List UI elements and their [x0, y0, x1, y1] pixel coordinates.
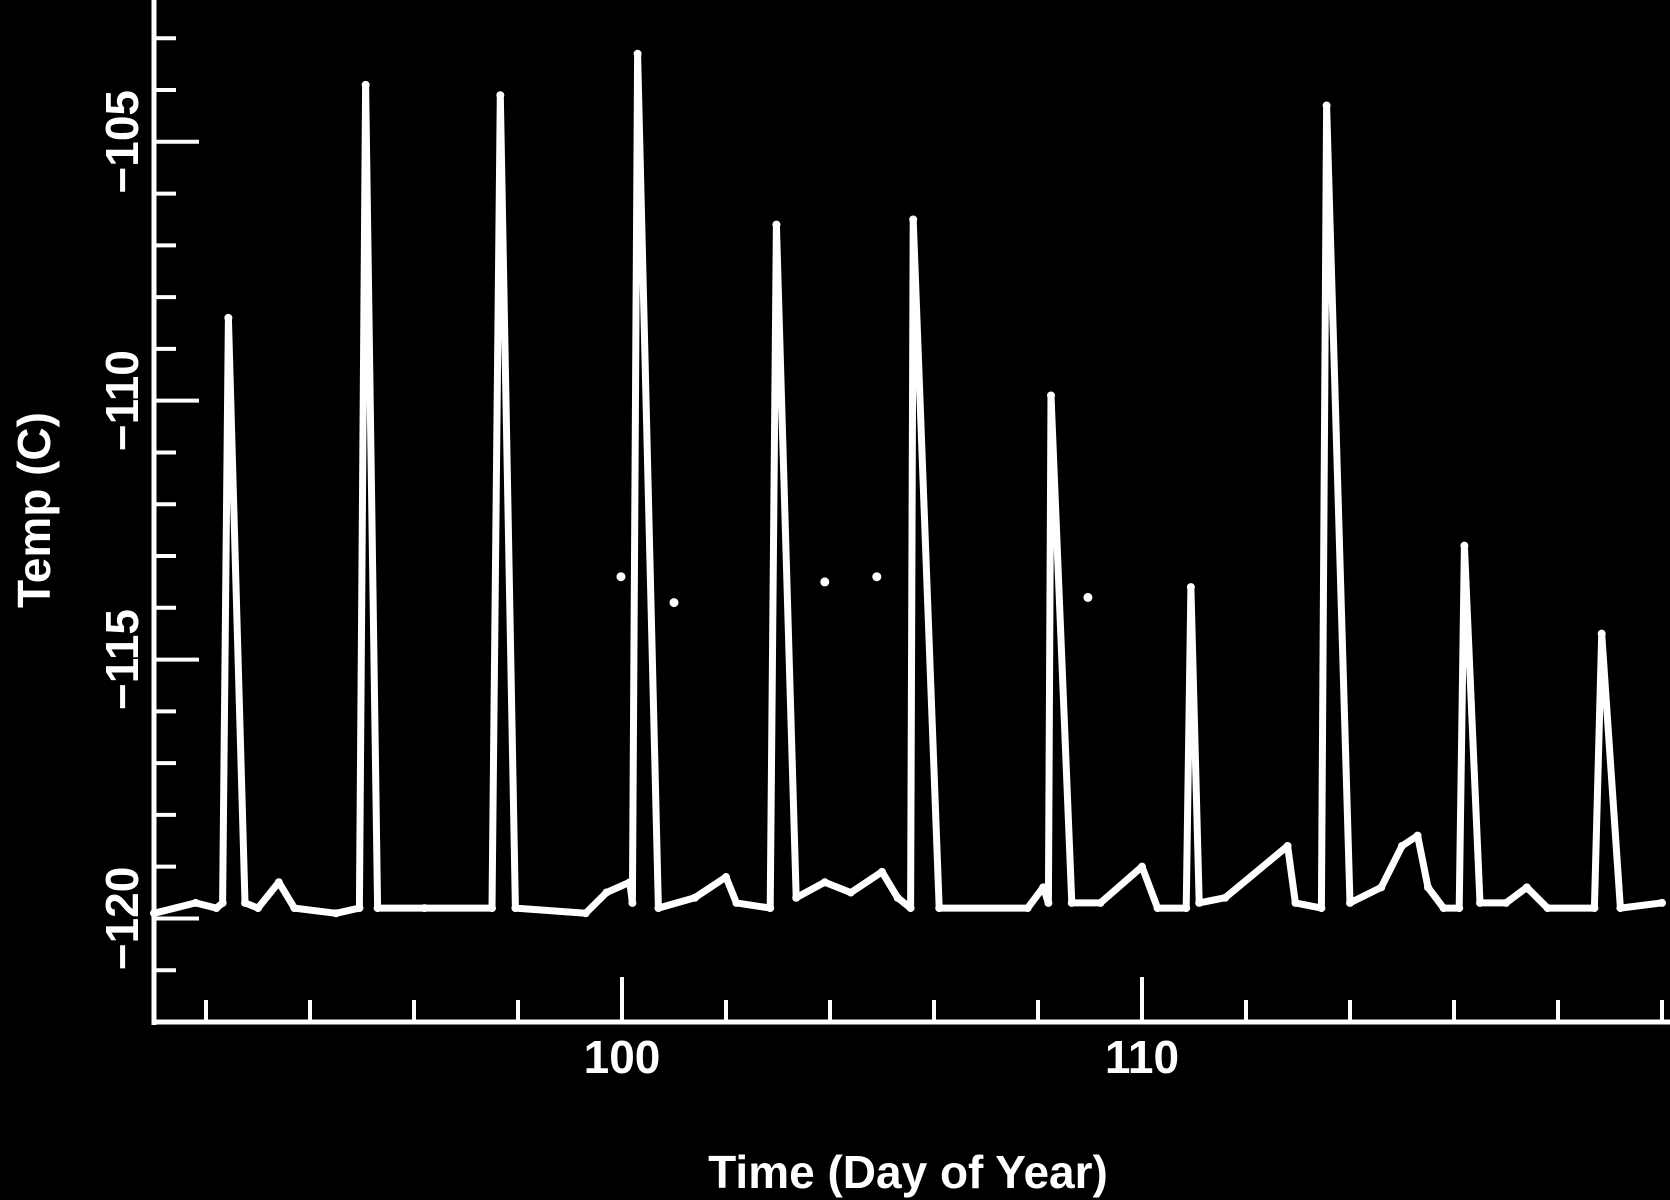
- data-point: [1153, 904, 1162, 913]
- data-point: [893, 893, 902, 902]
- data-point: [792, 893, 801, 902]
- data-point: [212, 904, 221, 913]
- x-axis-label: Time (Day of Year): [708, 1146, 1108, 1198]
- data-point: [290, 904, 299, 913]
- data-point: [332, 909, 340, 918]
- data-point: [1658, 898, 1666, 907]
- data-point: [1522, 883, 1531, 892]
- data-point: [1398, 841, 1406, 850]
- temperature-series-line: [150, 50, 1666, 917]
- data-point: [1047, 391, 1055, 400]
- data-point: [766, 904, 775, 913]
- data-point: [1023, 904, 1032, 913]
- data-point: [1476, 898, 1484, 907]
- data-point: [488, 904, 496, 913]
- data-point: [690, 893, 699, 902]
- data-point: [1221, 893, 1230, 902]
- data-point: [1317, 904, 1326, 913]
- data-point: [625, 878, 634, 887]
- data-point: [241, 898, 249, 907]
- data-point: [628, 898, 637, 907]
- data-point: [1096, 898, 1105, 907]
- data-point: [511, 904, 520, 913]
- y-tick-label: −120: [96, 867, 148, 971]
- data-point: [1322, 101, 1331, 110]
- data-point: [1460, 541, 1469, 550]
- data-point: [361, 80, 370, 89]
- data-point: [1413, 831, 1422, 840]
- y-tick-label: −110: [96, 350, 148, 451]
- data-point: [1138, 862, 1146, 871]
- data-point: [722, 873, 730, 882]
- data-point: [355, 904, 364, 913]
- data-point: [1283, 841, 1292, 850]
- data-point: [878, 867, 886, 876]
- data-point: [1439, 904, 1448, 913]
- data-point: [373, 904, 382, 913]
- y-axis-ticks: −120 −115 −110 −105: [96, 36, 199, 973]
- x-tick-label: 110: [1105, 1031, 1179, 1083]
- data-point: [1543, 904, 1552, 913]
- data-point: [906, 904, 915, 913]
- outlier-point: [1083, 592, 1093, 602]
- data-point: [1182, 904, 1191, 913]
- x-tick-label: 100: [584, 1031, 661, 1083]
- data-point: [224, 313, 233, 322]
- data-point: [1346, 898, 1354, 907]
- data-point: [935, 904, 944, 913]
- data-point: [1044, 898, 1053, 907]
- data-point: [602, 888, 611, 897]
- data-point: [1616, 904, 1625, 913]
- data-point: [1291, 898, 1300, 907]
- y-tick-label: −105: [96, 90, 148, 194]
- outlier-point: [669, 598, 679, 608]
- y-tick-label: −115: [96, 609, 148, 710]
- data-point: [274, 878, 283, 887]
- data-point: [633, 49, 642, 58]
- x-axis-ticks: 100 110: [204, 977, 1664, 1083]
- y-axis-label: Temp (C): [8, 412, 60, 608]
- data-point: [420, 904, 429, 913]
- data-point: [254, 904, 262, 913]
- data-point: [191, 898, 200, 907]
- data-point: [846, 888, 855, 897]
- data-point: [732, 898, 741, 907]
- data-point: [1597, 629, 1606, 638]
- data-point: [1502, 898, 1510, 907]
- data-point: [1590, 904, 1599, 913]
- data-point: [772, 220, 781, 229]
- data-point: [581, 909, 590, 918]
- data-point: [1186, 583, 1195, 592]
- data-point: [150, 909, 158, 918]
- data-point: [1039, 883, 1048, 892]
- data-point: [1424, 883, 1432, 892]
- data-point: [909, 215, 918, 224]
- data-point: [1195, 898, 1204, 907]
- data-point: [218, 898, 227, 907]
- outlier-point: [872, 572, 882, 582]
- data-point: [1067, 898, 1076, 907]
- plot-area: [150, 0, 1670, 1025]
- data-point: [1455, 904, 1464, 913]
- data-point: [654, 904, 663, 913]
- outlier-point: [820, 577, 830, 587]
- data-point: [820, 878, 829, 887]
- data-point: [496, 91, 505, 100]
- outlier-point: [616, 572, 626, 582]
- data-point: [1377, 883, 1386, 892]
